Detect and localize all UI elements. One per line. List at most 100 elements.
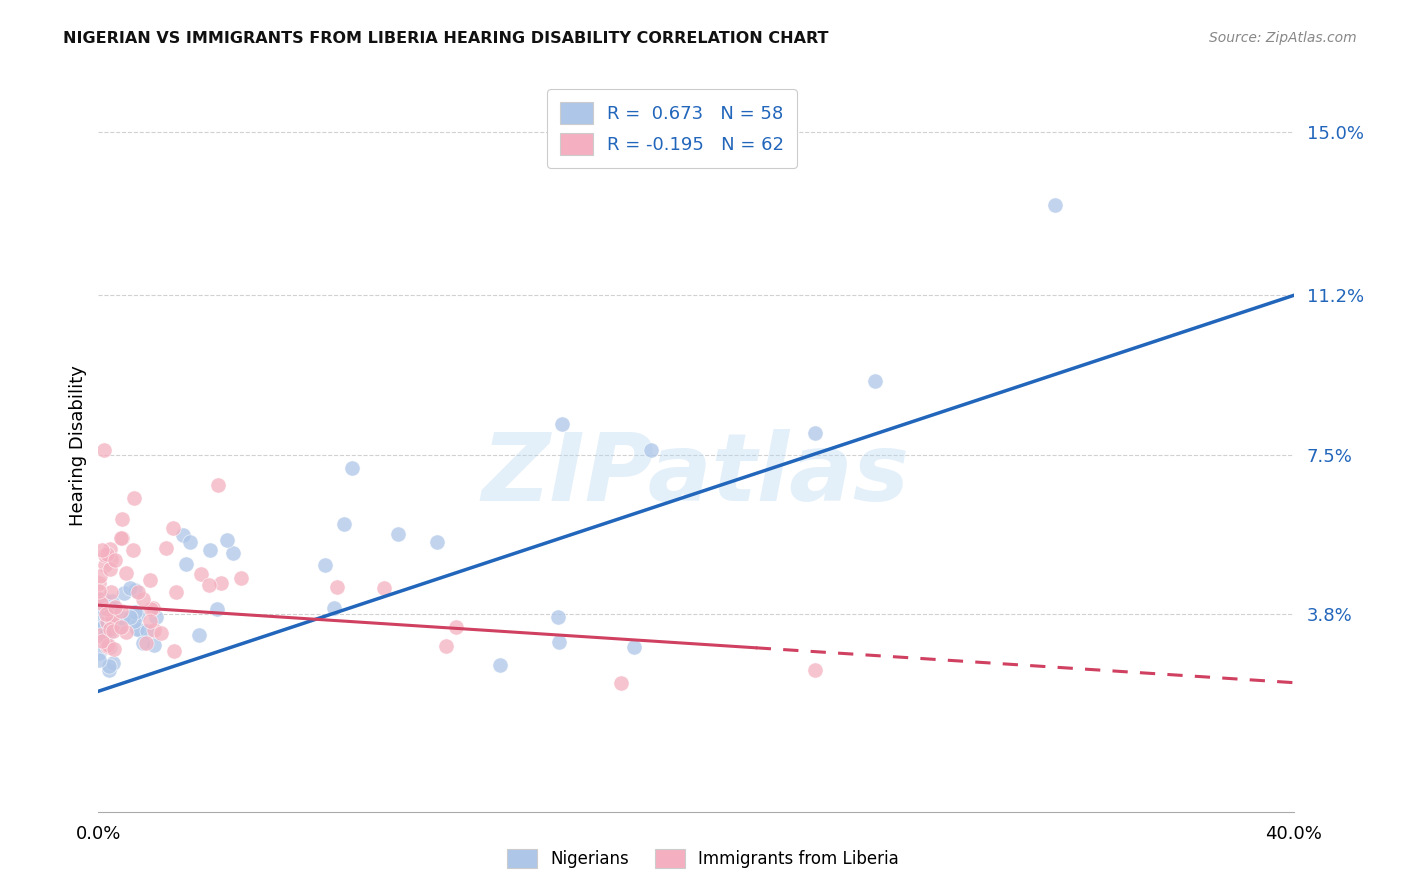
Point [314,558,336,573]
Point [98,640,121,654]
Point [100,640,122,654]
Point [198,543,221,558]
Point [118,582,141,596]
Point [90,633,112,648]
Point [124,491,146,505]
Point [110,531,132,545]
Point [96,547,118,561]
Point [623,640,645,654]
Point [111,611,134,625]
Point [610,675,633,690]
Point [111,531,134,545]
Point [124,583,146,598]
Point [97,658,120,673]
Point [163,644,186,658]
Point [110,620,132,634]
Point [434,639,457,653]
Point [550,417,572,432]
Point [111,512,134,526]
Point [124,605,146,619]
Point [217,533,239,548]
Text: NIGERIAN VS IMMIGRANTS FROM LIBERIA HEARING DISABILITY CORRELATION CHART: NIGERIAN VS IMMIGRANTS FROM LIBERIA HEAR… [63,31,828,46]
Point [98,624,121,639]
Point [91,592,114,607]
Point [114,624,136,639]
Point [94,613,117,627]
Point [125,622,148,636]
Point [129,624,152,638]
Point [122,543,145,558]
Point [101,593,124,607]
Point [547,635,569,649]
Point [489,658,512,673]
Point [96,607,118,621]
Point [90,600,112,615]
Point [209,576,232,591]
Point [145,610,167,624]
Point [89,569,111,583]
Point [97,638,120,652]
Point [101,611,124,625]
Point [93,443,115,458]
Point [547,610,569,624]
Point [98,663,121,677]
Point [132,591,155,606]
Point [387,527,409,541]
Point [94,628,117,642]
Point [104,553,127,567]
Point [323,600,346,615]
Point [179,534,201,549]
Point [176,557,198,571]
Point [90,543,112,558]
Point [141,602,163,616]
Point [90,596,112,610]
Point [96,602,118,616]
Point [103,641,125,656]
Point [132,635,155,649]
Point [190,566,212,581]
Point [165,584,187,599]
Point [207,477,229,491]
Point [138,573,160,587]
Point [98,541,121,556]
Point [373,582,395,596]
Point [865,375,887,389]
Text: Source: ZipAtlas.com: Source: ZipAtlas.com [1209,31,1357,45]
Point [100,612,122,626]
Point [205,601,228,615]
Point [143,638,166,652]
Point [124,614,146,628]
Point [100,552,122,566]
Point [101,624,124,638]
Point [96,639,118,653]
Point [172,527,194,541]
Legend: Nigerians, Immigrants from Liberia: Nigerians, Immigrants from Liberia [501,843,905,875]
Point [149,625,172,640]
Point [112,586,135,600]
Text: ZIPatlas: ZIPatlas [482,429,910,521]
Point [804,426,827,441]
Point [162,521,184,535]
Point [127,607,149,622]
Point [1043,198,1066,212]
Point [138,614,160,628]
Point [98,622,121,636]
Point [115,566,138,580]
Y-axis label: Hearing Disability: Hearing Disability [69,366,87,526]
Point [142,601,165,615]
Point [96,615,118,630]
Point [108,620,131,634]
Point [89,612,111,626]
Point [98,562,121,576]
Point [127,585,149,599]
Point [91,592,114,607]
Point [143,624,166,638]
Point [333,516,356,531]
Point [118,610,141,624]
Point [87,583,110,598]
Point [231,571,253,585]
Point [187,628,209,642]
Point [89,646,111,660]
Point [94,624,117,639]
Point [326,580,349,594]
